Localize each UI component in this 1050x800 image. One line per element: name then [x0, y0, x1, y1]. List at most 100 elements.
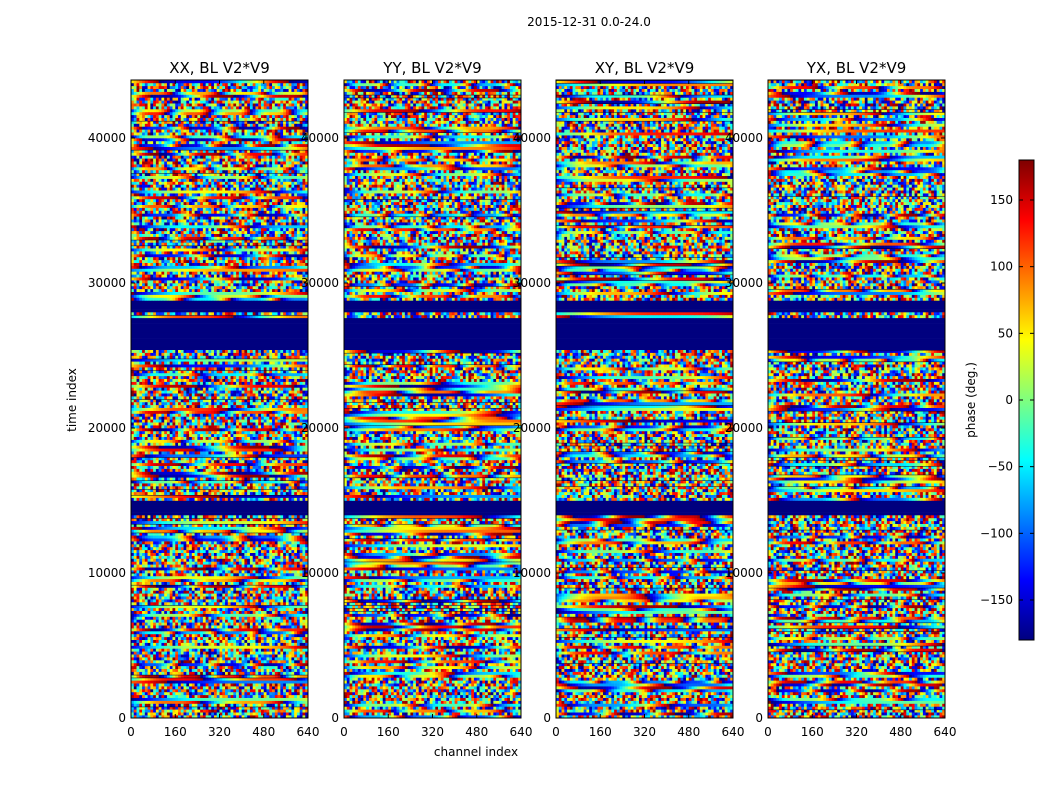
heatmap-cell: [194, 599, 198, 603]
heatmap-cell: [131, 546, 135, 551]
heatmap-cell: [302, 558, 306, 562]
heatmap-cell: [274, 651, 278, 655]
heatmap-cell: [291, 535, 295, 539]
heatmap-cell: [183, 639, 187, 643]
heatmap-cell: [211, 700, 215, 704]
heatmap-cell: [294, 584, 298, 588]
heatmap-cell: [208, 706, 212, 710]
heatmap-cell: [294, 596, 298, 600]
heatmap-cell: [260, 546, 265, 551]
heatmap-cell: [283, 694, 287, 698]
heatmap-cell: [139, 625, 143, 629]
heatmap-cell: [147, 668, 151, 672]
heatmap-cell: [236, 642, 240, 646]
heatmap-cell: [205, 483, 209, 487]
heatmap-cell: [200, 526, 204, 530]
heatmap-cell: [288, 654, 292, 658]
heatmap-cell: [158, 633, 162, 638]
heatmap-cell: [183, 651, 187, 655]
heatmap-cell: [197, 648, 201, 652]
heatmap-cell: [180, 680, 184, 684]
heatmap-cell: [277, 523, 281, 527]
heatmap-cell: [189, 584, 193, 588]
heatmap-cell: [180, 654, 184, 658]
heatmap-cell: [305, 604, 309, 609]
heatmap-cell: [142, 555, 146, 559]
heatmap-cell: [288, 564, 292, 568]
heatmap-cell: [172, 628, 176, 632]
heatmap-cell: [169, 561, 173, 565]
heatmap-cell: [255, 715, 259, 719]
heatmap-cell: [296, 523, 301, 527]
heatmap-cell: [258, 622, 262, 626]
heatmap-cell: [296, 535, 301, 539]
heatmap-cell: [139, 517, 143, 522]
heatmap-cell: [153, 567, 157, 571]
heatmap-cell: [277, 575, 281, 580]
heatmap-cell: [294, 561, 298, 565]
heatmap-cell: [296, 671, 301, 675]
heatmap-cell: [238, 680, 242, 684]
heatmap-cell: [263, 712, 267, 716]
heatmap-cell: [197, 619, 201, 623]
heatmap-cell: [230, 541, 234, 545]
heatmap-cell: [236, 555, 240, 559]
heatmap-cell: [202, 555, 206, 559]
heatmap-cell: [180, 578, 184, 582]
heatmap-cell: [180, 555, 184, 559]
heatmap-cell: [202, 486, 206, 490]
heatmap-cell: [131, 665, 135, 669]
heatmap-cell: [155, 538, 159, 542]
heatmap-cell: [227, 657, 231, 661]
heatmap-cell: [178, 552, 182, 556]
heatmap-cell: [230, 590, 234, 594]
heatmap-cell: [133, 665, 137, 669]
heatmap-cell: [205, 558, 209, 562]
heatmap-cell: [213, 657, 218, 661]
heatmap-cell: [205, 573, 209, 577]
heatmap-cell: [299, 532, 303, 536]
heatmap-cell: [266, 549, 270, 553]
heatmap-cell: [260, 636, 265, 640]
heatmap-cell: [285, 549, 289, 553]
heatmap-cell: [172, 622, 176, 626]
heatmap-cell: [302, 494, 306, 498]
heatmap-cell: [158, 631, 162, 635]
heatmap-cell: [258, 541, 262, 545]
heatmap-cell: [285, 660, 289, 664]
heatmap-cell: [142, 686, 146, 690]
heatmap-cell: [200, 694, 204, 698]
heatmap-cell: [296, 709, 301, 713]
heatmap-cell: [291, 546, 295, 551]
heatmap-cell: [296, 665, 301, 669]
heatmap-cell: [236, 488, 240, 493]
heatmap-cell: [252, 599, 256, 603]
heatmap-cell: [191, 596, 195, 600]
heatmap-cell: [136, 668, 140, 672]
heatmap-cell: [194, 660, 198, 664]
heatmap-cell: [230, 657, 234, 661]
heatmap-cell: [288, 546, 292, 551]
heatmap-cell: [260, 552, 265, 556]
heatmap-cell: [302, 546, 306, 551]
heatmap-cell: [155, 581, 159, 585]
heatmap-cell: [202, 616, 206, 620]
heatmap-cell: [175, 599, 179, 603]
heatmap-cell: [244, 712, 248, 716]
heatmap-cell: [283, 494, 287, 498]
heatmap-cell: [158, 596, 162, 600]
heatmap-cell: [258, 477, 262, 481]
heatmap-cell: [166, 558, 171, 562]
heatmap-cell: [169, 483, 173, 487]
heatmap-cell: [294, 581, 298, 585]
heatmap-cell: [249, 674, 253, 678]
heatmap-cell: [241, 494, 245, 498]
heatmap-cell: [178, 689, 182, 693]
heatmap-cell: [280, 529, 284, 533]
heatmap-cell: [166, 657, 171, 661]
heatmap-cell: [200, 700, 204, 704]
heatmap-cell: [186, 520, 190, 524]
heatmap-cell: [241, 700, 245, 704]
heatmap-cell: [155, 668, 159, 672]
heatmap-cell: [172, 596, 176, 600]
